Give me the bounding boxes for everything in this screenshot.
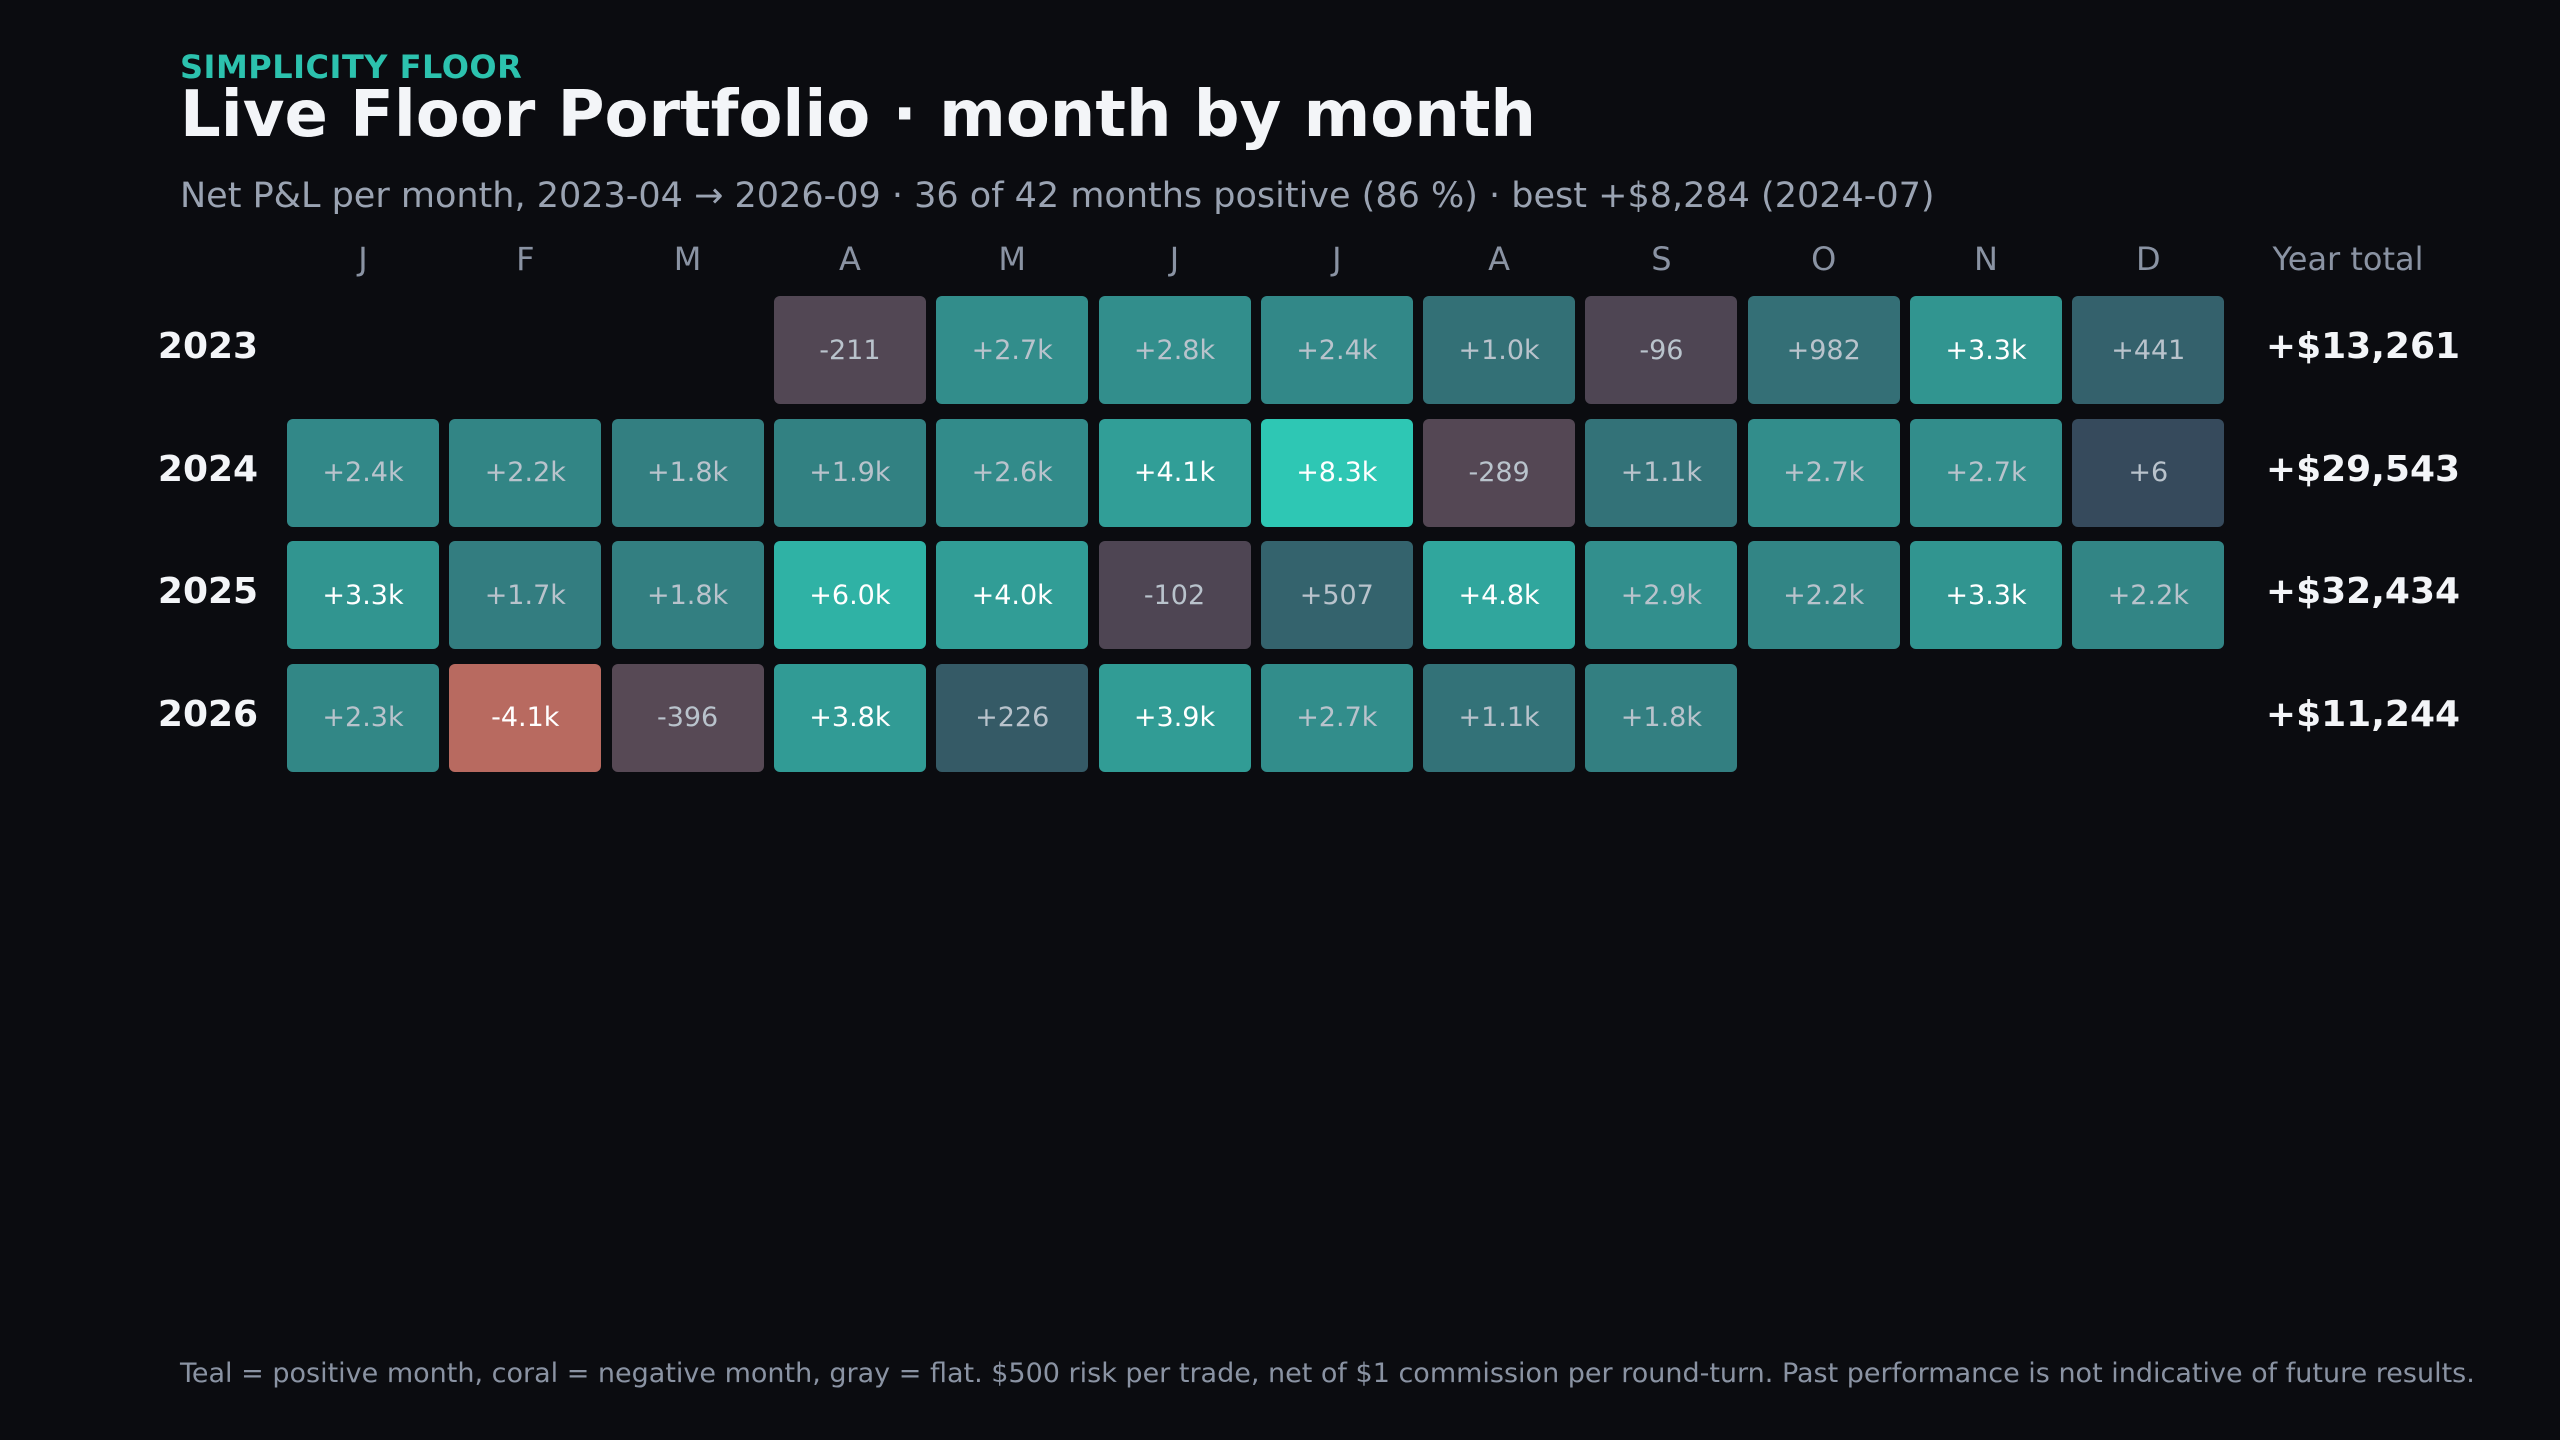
- heatmap-cell-2026-06[interactable]: +3.9k: [1098, 663, 1251, 772]
- month-header-6: J: [1169, 240, 1180, 278]
- year-total-header: Year total: [2272, 240, 2424, 278]
- heatmap-cell-2023-06[interactable]: +2.8k: [1098, 296, 1251, 404]
- heatmap-cell-2023-10[interactable]: +982: [1747, 296, 1900, 404]
- heatmap-cell-2024-03[interactable]: +1.8k: [611, 418, 764, 527]
- heatmap-cell-2025-06[interactable]: -102: [1098, 541, 1251, 649]
- year-total-2025: +$32,434: [2265, 571, 2461, 612]
- heatmap-cell-2023-04[interactable]: -211: [773, 296, 926, 404]
- heatmap-cell-2025-05[interactable]: +4.0k: [936, 541, 1089, 649]
- heatmap-cell-2024-02[interactable]: +2.2k: [449, 418, 602, 527]
- heatmap-cell-2024-07[interactable]: +8.3k: [1260, 418, 1413, 527]
- heatmap-cell-2026-05[interactable]: +226: [936, 663, 1089, 772]
- heatmap-cell-2024-12[interactable]: +6: [2072, 418, 2225, 527]
- footnote: Teal = positive month, coral = negative …: [180, 1358, 2475, 1389]
- brand-eyebrow: SIMPLICITY FLOOR: [180, 48, 523, 86]
- month-header-3: M: [673, 240, 702, 278]
- month-header-4: A: [838, 240, 861, 278]
- heatmap-cell-2024-10[interactable]: +2.7k: [1747, 418, 1900, 527]
- heatmap-cell-2025-07[interactable]: +507: [1260, 541, 1413, 649]
- page-subtitle: Net P&L per month, 2023-04 → 2026-09 · 3…: [180, 176, 1935, 216]
- heatmap-cell-2025-02[interactable]: +1.7k: [449, 541, 602, 649]
- heatmap-cell-2023-09[interactable]: -96: [1585, 296, 1738, 404]
- heatmap-cell-2026-04[interactable]: +3.8k: [773, 663, 926, 772]
- month-header-12: D: [2135, 240, 2161, 278]
- month-header-10: O: [1811, 240, 1837, 278]
- heatmap-cell-2025-03[interactable]: +1.8k: [611, 541, 764, 649]
- heatmap-cell-2025-01[interactable]: +3.3k: [287, 541, 439, 649]
- month-header-2: F: [516, 240, 535, 278]
- heatmap-cell-2024-06[interactable]: +4.1k: [1098, 418, 1251, 527]
- heatmap-cell-2025-12[interactable]: +2.2k: [2072, 541, 2225, 649]
- heatmap-cell-2023-12[interactable]: +441: [2072, 296, 2225, 404]
- heatmap-cell-2025-11[interactable]: +3.3k: [1910, 541, 2062, 649]
- year-total-2023: +$13,261: [2265, 326, 2461, 367]
- heatmap-cell-2024-04[interactable]: +1.9k: [773, 418, 926, 527]
- month-header-7: J: [1332, 240, 1342, 278]
- heatmap-cell-2024-09[interactable]: +1.1k: [1585, 418, 1738, 527]
- heatmap-cell-2025-09[interactable]: +2.9k: [1585, 541, 1738, 649]
- month-header-5: M: [998, 240, 1026, 278]
- page-title: Live Floor Portfolio · month by month: [180, 78, 1536, 152]
- heatmap-cell-2026-01[interactable]: +2.3k: [287, 663, 439, 772]
- year-label-2026: 2026: [157, 693, 259, 735]
- heatmap-cell-2026-07[interactable]: +2.7k: [1260, 663, 1413, 772]
- month-header-1: J: [358, 240, 368, 278]
- month-header-9: S: [1651, 240, 1672, 278]
- heatmap-cell-2023-07[interactable]: +2.4k: [1260, 296, 1413, 404]
- month-header-11: N: [1974, 240, 1998, 278]
- heatmap-cell-2026-02[interactable]: -4.1k: [449, 663, 602, 772]
- heatmap-cell-2023-08[interactable]: +1.0k: [1423, 296, 1576, 404]
- heatmap-cell-2025-08[interactable]: +4.8k: [1423, 541, 1576, 649]
- heatmap-cell-2025-10[interactable]: +2.2k: [1747, 541, 1900, 649]
- heatmap-cell-2023-05[interactable]: +2.7k: [936, 296, 1089, 404]
- year-total-2024: +$29,543: [2265, 448, 2461, 490]
- heatmap-cell-2023-11[interactable]: +3.3k: [1910, 296, 2062, 404]
- heatmap-cell-2024-08[interactable]: -289: [1423, 418, 1576, 527]
- heatmap-cell-2024-11[interactable]: +2.7k: [1910, 418, 2062, 527]
- year-label-2025: 2025: [157, 571, 259, 612]
- year-label-2024: 2024: [157, 448, 259, 490]
- heatmap-cell-2024-01[interactable]: +2.4k: [287, 418, 439, 527]
- year-label-2023: 2023: [157, 326, 259, 367]
- year-total-2026: +$11,244: [2265, 693, 2461, 735]
- heatmap-cell-2026-03[interactable]: -396: [611, 663, 764, 772]
- heatmap-cell-2026-08[interactable]: +1.1k: [1423, 663, 1576, 772]
- heatmap-cell-2024-05[interactable]: +2.6k: [936, 418, 1089, 527]
- heatmap-cell-2025-04[interactable]: +6.0k: [773, 541, 926, 649]
- heatmap-cell-2026-09[interactable]: +1.8k: [1585, 663, 1738, 772]
- month-header-8: A: [1488, 240, 1511, 278]
